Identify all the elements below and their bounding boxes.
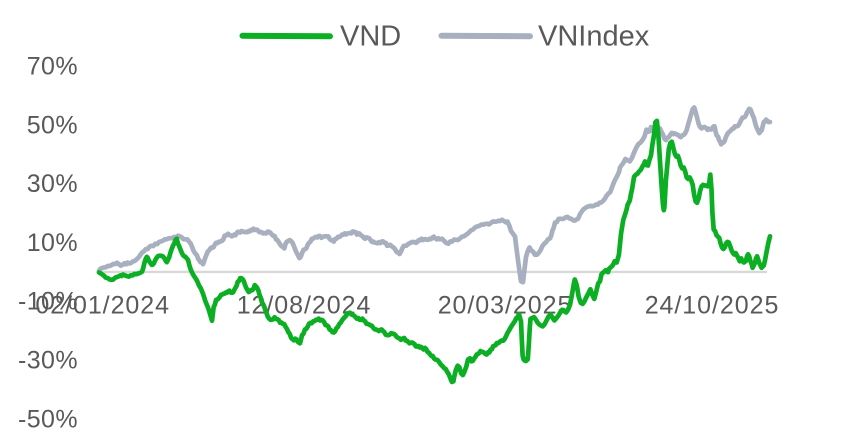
svg-text:-50%: -50% [18,405,78,433]
svg-text:10%: 10% [27,229,78,257]
svg-text:-10%: -10% [18,288,78,316]
svg-text:VND: VND [340,21,401,53]
svg-text:50%: 50% [27,111,78,139]
svg-text:70%: 70% [27,53,78,81]
svg-text:02/01/2024: 02/01/2024 [35,291,170,319]
svg-text:30%: 30% [27,170,78,198]
svg-text:-30%: -30% [18,347,78,375]
svg-text:VNIndex: VNIndex [538,21,650,53]
svg-text:24/10/2025: 24/10/2025 [645,291,780,319]
